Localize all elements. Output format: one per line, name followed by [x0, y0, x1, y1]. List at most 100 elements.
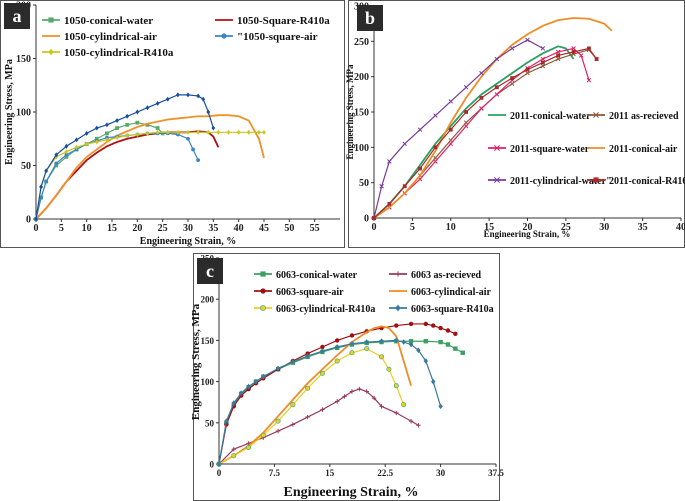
panel-a: 0510152025303540455055050100150200Engine…: [0, 0, 345, 248]
legend-item: 2011-conical-R410a: [587, 176, 685, 187]
data-point: [379, 338, 384, 345]
data-point: [54, 152, 59, 158]
data-point: [460, 350, 465, 355]
data-point: [401, 402, 407, 408]
data-point: [196, 158, 201, 163]
data-point: [334, 344, 340, 350]
data-point: [463, 123, 469, 129]
data-point: [319, 370, 325, 376]
x-tick-label: 5: [59, 223, 64, 234]
data-point: [379, 404, 384, 409]
data-point: [408, 339, 414, 344]
y-tick-label: 50: [21, 161, 31, 172]
data-point: [105, 137, 109, 143]
data-point: [402, 184, 407, 189]
legend-label: 2011-conical-air: [609, 144, 678, 155]
data-point: [433, 113, 438, 118]
data-point: [371, 395, 377, 401]
data-point: [431, 323, 436, 328]
data-point: [479, 106, 484, 111]
data-point: [216, 461, 222, 467]
legend-label: 6063-cylindrical-R410a: [276, 304, 375, 315]
data-point: [594, 57, 599, 61]
data-point: [555, 49, 561, 55]
data-point: [494, 92, 500, 97]
data-point: [115, 118, 119, 124]
x-tick-label: 25: [561, 222, 571, 233]
series-line: [218, 340, 464, 465]
data-point: [238, 390, 244, 396]
data-point: [379, 183, 384, 189]
x-tick-label: 35: [208, 223, 218, 234]
data-point: [540, 63, 546, 69]
legend-label: 1050-Square-R410a: [237, 15, 330, 27]
x-tick-label: 25: [158, 223, 168, 234]
y-axis-title: Engineering Stress, MPa: [345, 64, 355, 160]
data-point: [275, 428, 281, 434]
data-point: [246, 129, 251, 135]
data-point: [201, 96, 206, 102]
legend-item: 1050-conical-water: [42, 15, 153, 27]
x-axis-title: Engineering Strain, %: [140, 236, 236, 247]
data-point: [186, 92, 190, 98]
legend-label: 2011-cylindrical-water": [510, 176, 612, 187]
data-point: [246, 383, 251, 390]
data-point: [408, 418, 414, 424]
x-tick-label: 45: [259, 223, 269, 234]
data-point: [155, 126, 160, 130]
data-point: [463, 85, 469, 90]
x-axis-title: Engineering Strain, %: [284, 485, 419, 500]
x-tick-label: 40: [676, 222, 685, 233]
legend-label: "1050-square-air: [237, 31, 318, 43]
legend: 6063-conical-water 6063 as-recieved 6063-s…: [254, 270, 494, 315]
legend-swatch-marker: [395, 271, 401, 277]
x-tick-label: 0: [34, 223, 39, 234]
data-point: [416, 423, 421, 428]
legend-label: 2011-conical-water: [510, 111, 591, 122]
data-point: [364, 339, 369, 345]
x-tick-label: 10: [446, 222, 456, 233]
data-point: [525, 70, 530, 76]
data-point: [246, 445, 252, 451]
data-point: [206, 109, 211, 115]
data-point: [260, 432, 266, 438]
data-point: [540, 56, 546, 62]
data-point: [364, 389, 369, 394]
data-point: [438, 403, 443, 410]
y-axis-title: Engineering Stress, MPa: [4, 59, 15, 165]
data-point: [334, 358, 340, 364]
series-line: [218, 325, 412, 465]
x-tick-label: 50: [284, 223, 294, 234]
data-point: [379, 354, 385, 360]
x-tick-label: 37.5: [488, 468, 504, 478]
data-point: [587, 46, 591, 51]
data-point: [438, 325, 443, 331]
panel-c: 07.51522.53037.5050100150200250Engineeri…: [190, 253, 504, 501]
panel-label-box: [357, 5, 383, 31]
legend-swatch-marker: [48, 48, 54, 56]
data-point: [94, 125, 99, 131]
y-tick-label: 100: [354, 143, 369, 154]
data-point: [186, 136, 190, 141]
x-tick-label: 40: [234, 223, 244, 234]
series-line: [218, 323, 456, 465]
y-tick-label: 150: [16, 54, 31, 65]
data-point: [445, 328, 451, 333]
data-point: [64, 155, 69, 159]
data-point: [34, 216, 38, 222]
data-point: [196, 129, 201, 135]
data-point: [438, 339, 443, 345]
data-point: [257, 129, 261, 135]
data-point: [165, 96, 170, 102]
data-point: [479, 70, 484, 76]
panel-label-box: [4, 3, 30, 29]
panel-label-box: [197, 258, 223, 284]
data-point: [479, 95, 484, 100]
x-tick-label: 15: [107, 223, 117, 234]
data-point: [290, 402, 296, 408]
data-point: [84, 141, 89, 147]
data-point: [571, 50, 576, 54]
legend-swatch-marker: [260, 288, 266, 294]
data-point: [386, 366, 392, 372]
data-point: [540, 60, 545, 65]
